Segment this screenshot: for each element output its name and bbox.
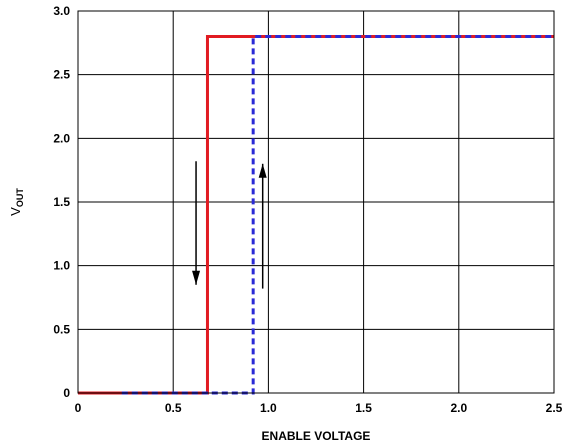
annotations [192,161,267,289]
series-group [78,34,554,395]
y-axis-title: VOUT [8,188,25,216]
grid [77,10,555,394]
x-tick-label: 2.0 [450,401,467,415]
series-line-2 [121,34,554,395]
x-tick-label: 2.5 [546,401,563,415]
x-axis-title: ENABLE VOLTAGE [262,429,371,443]
y-axis-title-subscript: OUT [15,188,25,208]
y-tick-label: 1.5 [53,195,70,209]
arrow-down-annotation [192,161,201,285]
arrow-head [258,163,267,178]
y-tick-label: 0.5 [53,322,70,336]
y-tick-label: 3.0 [53,4,70,18]
y-tick-labels: 0 0.5 1.0 1.5 2.0 2.5 3.0 [53,4,70,400]
x-tick-label: 0 [75,401,82,415]
x-tick-labels: 0 0.5 1.0 1.5 2.0 2.5 [75,401,563,415]
y-axis-title-main: V [8,207,23,216]
y-tick-label: 0 [63,386,70,400]
plot-frame [77,10,555,394]
y-tick-label: 2.5 [53,68,70,82]
arrow-head [192,270,201,285]
arrow-up-annotation [258,163,267,289]
series-line-1 [78,34,554,395]
x-tick-label: 0.5 [165,401,182,415]
x-tick-label: 1.5 [355,401,372,415]
y-tick-label: 1.0 [53,259,70,273]
x-tick-label: 1.0 [260,401,277,415]
y-tick-label: 2.0 [53,131,70,145]
